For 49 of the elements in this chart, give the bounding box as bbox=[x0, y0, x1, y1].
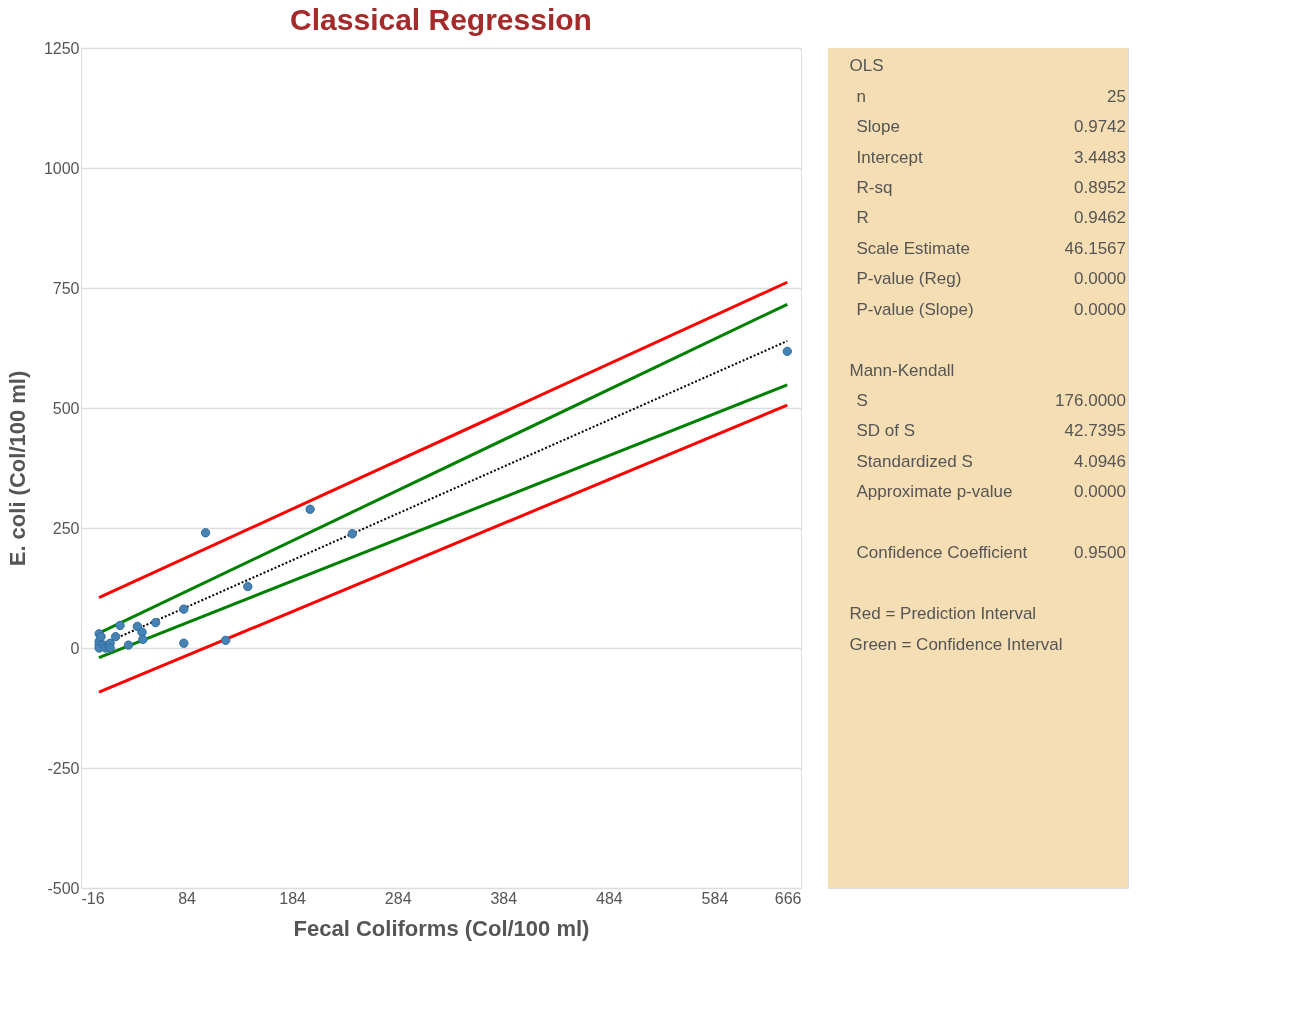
x-axis-title: Fecal Coliforms (Col/100 ml) bbox=[293, 915, 590, 941]
x-tick-label: 84 bbox=[178, 889, 197, 907]
text: 0.9462 bbox=[1074, 208, 1126, 228]
category-label: n bbox=[856, 86, 866, 106]
category-label: Mann-Kendall bbox=[849, 360, 955, 380]
chart-title: Classical Regression bbox=[290, 3, 592, 36]
y-tick-label: 250 bbox=[52, 519, 80, 537]
x-tick-label: 184 bbox=[279, 889, 307, 907]
category-label: Intercept bbox=[856, 147, 923, 167]
category-label: Slope bbox=[856, 117, 900, 137]
y-tick-label: 750 bbox=[52, 279, 80, 297]
category-label: P-value (Reg) bbox=[856, 269, 962, 289]
category-label: S bbox=[856, 391, 868, 411]
category-label: SD of S bbox=[856, 421, 916, 441]
text: 4.0946 bbox=[1074, 451, 1126, 471]
text: 0.9500 bbox=[1074, 543, 1126, 563]
x-tick-label: 284 bbox=[384, 889, 412, 907]
x-tick-label: -16 bbox=[81, 889, 105, 907]
y-tick-label: 1000 bbox=[43, 159, 80, 177]
x-tick-label: 584 bbox=[701, 889, 729, 907]
category-label: Approximate p-value bbox=[856, 482, 1013, 502]
category-label: R-sq bbox=[856, 178, 893, 197]
category-label: OLS bbox=[849, 56, 884, 76]
y-tick-label: -500 bbox=[47, 879, 80, 897]
y-tick-label: 1250 bbox=[43, 39, 80, 57]
text: 0.9742 bbox=[1074, 117, 1126, 137]
text: 0.0000 bbox=[1074, 482, 1126, 502]
y-tick-label: 500 bbox=[52, 399, 80, 417]
category-label: P-value (Slope) bbox=[856, 299, 974, 319]
category-label: Red = Prediction Interval bbox=[849, 604, 1037, 624]
y-tick-label: 0 bbox=[70, 639, 80, 657]
category-label: Standardized S bbox=[856, 451, 973, 471]
text: 25 bbox=[1107, 86, 1126, 106]
category-label: Green = Confidence Interval bbox=[849, 634, 1063, 654]
category-label: R bbox=[856, 208, 869, 228]
text: 176.0000 bbox=[1055, 391, 1126, 411]
category-label: Confidence Coefficient bbox=[856, 543, 1028, 563]
x-tick-label: 484 bbox=[596, 889, 623, 907]
text: 0.8952 bbox=[1074, 178, 1126, 197]
text: 46.1567 bbox=[1064, 238, 1126, 258]
y-axis-title: E. coli (Col/100 ml) bbox=[4, 370, 30, 567]
text: 0.0000 bbox=[1074, 269, 1126, 289]
category-label: Scale Estimate bbox=[856, 238, 970, 258]
y-tick-label: -250 bbox=[47, 759, 80, 777]
text: 3.4483 bbox=[1074, 147, 1126, 167]
text: 42.7395 bbox=[1064, 421, 1126, 441]
x-tick-label: 384 bbox=[490, 889, 518, 907]
text: 0.0000 bbox=[1074, 299, 1126, 319]
x-tick-label: 666 bbox=[774, 889, 802, 907]
